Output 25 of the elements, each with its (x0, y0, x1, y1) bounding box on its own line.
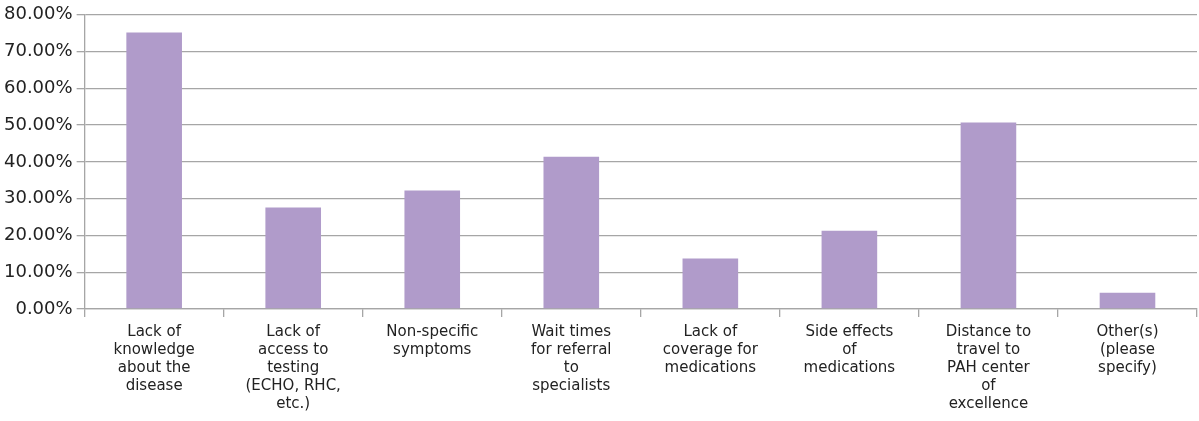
x-tick-label: Non-specific symptoms (386, 321, 479, 358)
bar (265, 207, 322, 309)
bar (960, 122, 1017, 309)
y-tick-label: 50.00% (3, 112, 73, 134)
y-tick-label: 20.00% (3, 223, 73, 245)
x-tick-label: Lack of access to testing (ECHO, RHC, etc.) (245, 321, 341, 412)
y-tick-label: 80.00% (3, 2, 73, 24)
bar (404, 190, 461, 309)
x-tick-label: Other(s) (please specify) (1096, 321, 1159, 376)
y-tick-label: 30.00% (3, 186, 73, 208)
x-tick-label: Lack of knowledge about the disease (113, 321, 195, 394)
bar (126, 32, 182, 309)
bar (1099, 292, 1156, 309)
x-tick-label: Wait times for referral to specialists (531, 321, 612, 394)
bar (682, 258, 739, 309)
y-tick-label: 0.00% (15, 296, 73, 318)
y-tick-label: 60.00% (3, 76, 73, 98)
x-tick-label: Distance to travel to PAH center of excellence (945, 321, 1032, 412)
y-tick-label: 40.00% (3, 149, 73, 171)
bar (821, 230, 878, 309)
x-tick-label: Lack of coverage for medications (662, 321, 759, 376)
y-tick-label: 10.00% (3, 259, 73, 281)
x-tick-label: Side effects of medications (803, 321, 896, 376)
bar (543, 156, 600, 309)
y-tick-label: 70.00% (3, 39, 73, 61)
